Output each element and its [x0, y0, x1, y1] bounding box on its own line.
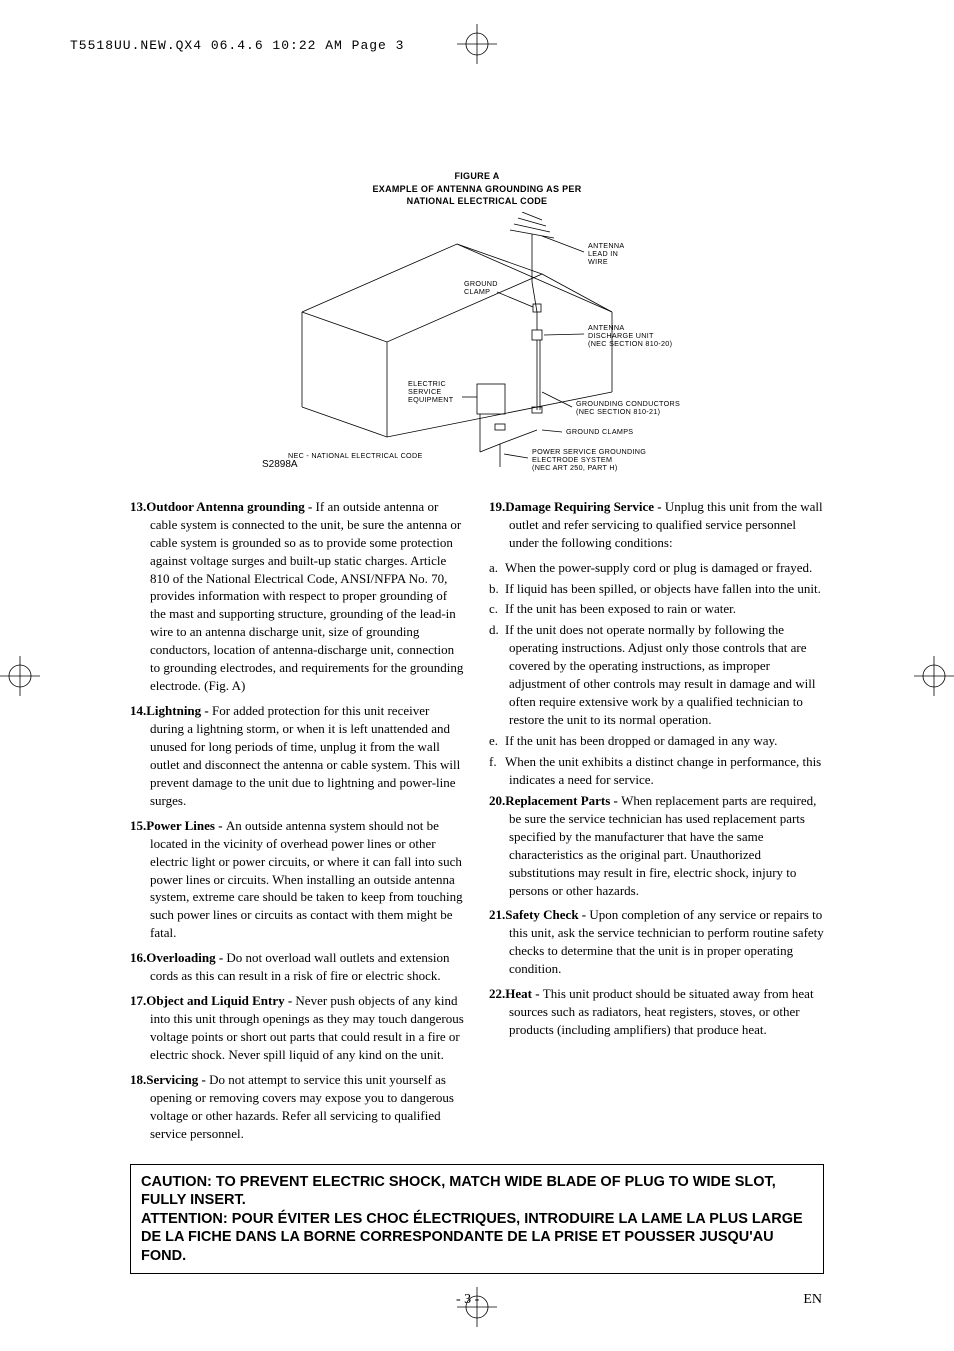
svg-text:(NEC ART 250, PART H): (NEC ART 250, PART H): [532, 463, 618, 472]
svg-text:(NEC SECTION 810-21): (NEC SECTION 810-21): [576, 407, 660, 416]
top-crop-mark: [457, 24, 497, 64]
safety-item: 17.Object and Liquid Entry - Never push …: [130, 992, 465, 1064]
figure-title-3: NATIONAL ELECTRICAL CODE: [232, 195, 722, 208]
safety-item: 15.Power Lines - An outside antenna syst…: [130, 817, 465, 943]
safety-item: 19.Damage Requiring Service - Unplug thi…: [489, 498, 824, 552]
safety-item: 22.Heat - This unit product should be si…: [489, 985, 824, 1039]
page-footer: - 3 - EN: [130, 1292, 824, 1308]
safety-item: 16.Overloading - Do not overload wall ou…: [130, 949, 465, 985]
left-crop-mark: [0, 656, 40, 696]
caution-line-1: CAUTION: TO PREVENT ELECTRIC SHOCK, MATC…: [141, 1173, 813, 1210]
svg-text:GROUND CLAMPS: GROUND CLAMPS: [566, 427, 633, 436]
safety-subitem: f.When the unit exhibits a distinct chan…: [489, 753, 824, 789]
figure-title-1: FIGURE A: [232, 170, 722, 183]
svg-text:NEC - NATIONAL ELECTRICAL CODE: NEC - NATIONAL ELECTRICAL CODE: [288, 451, 423, 460]
figure-title-2: EXAMPLE OF ANTENNA GROUNDING AS PER: [232, 183, 722, 196]
right-column: 19.Damage Requiring Service - Unplug thi…: [489, 498, 824, 1150]
svg-text:(NEC SECTION 810-20): (NEC SECTION 810-20): [588, 339, 672, 348]
print-header: T5518UU.NEW.QX4 06.4.6 10:22 AM Page 3: [70, 38, 404, 53]
svg-text:CLAMP: CLAMP: [464, 287, 490, 296]
safety-item: 18.Servicing - Do not attempt to service…: [130, 1071, 465, 1143]
safety-subitem: c.If the unit has been exposed to rain o…: [489, 600, 824, 618]
left-column: 13.Outdoor Antenna grounding - If an out…: [130, 498, 465, 1150]
safety-item: 20.Replacement Parts - When replacement …: [489, 792, 824, 900]
safety-item: 21.Safety Check - Upon completion of any…: [489, 906, 824, 978]
figure-a: FIGURE A EXAMPLE OF ANTENNA GROUNDING AS…: [232, 170, 722, 472]
safety-subitem: e.If the unit has been dropped or damage…: [489, 732, 824, 750]
page-number: - 3 -: [456, 1292, 479, 1308]
svg-text:EQUIPMENT: EQUIPMENT: [408, 395, 454, 404]
right-crop-mark: [914, 656, 954, 696]
caution-line-2: ATTENTION: POUR ÉVITER LES CHOC ÉLECTRIQ…: [141, 1210, 813, 1266]
figure-id: S2898A: [262, 459, 298, 470]
svg-text:WIRE: WIRE: [588, 257, 608, 266]
safety-item: 13.Outdoor Antenna grounding - If an out…: [130, 498, 465, 695]
page-content: FIGURE A EXAMPLE OF ANTENNA GROUNDING AS…: [130, 170, 824, 1308]
safety-subitem: d.If the unit does not operate normally …: [489, 621, 824, 729]
text-columns: 13.Outdoor Antenna grounding - If an out…: [130, 498, 824, 1150]
safety-subitem: b.If liquid has been spilled, or objects…: [489, 580, 824, 598]
antenna-diagram: ANTENNA LEAD IN WIRE GROUND CLAMP ANTENN…: [232, 212, 722, 472]
safety-subitem: a.When the power-supply cord or plug is …: [489, 559, 824, 577]
page-lang: EN: [803, 1292, 822, 1308]
safety-item: 14.Lightning - For added protection for …: [130, 702, 465, 810]
caution-box: CAUTION: TO PREVENT ELECTRIC SHOCK, MATC…: [130, 1164, 824, 1275]
